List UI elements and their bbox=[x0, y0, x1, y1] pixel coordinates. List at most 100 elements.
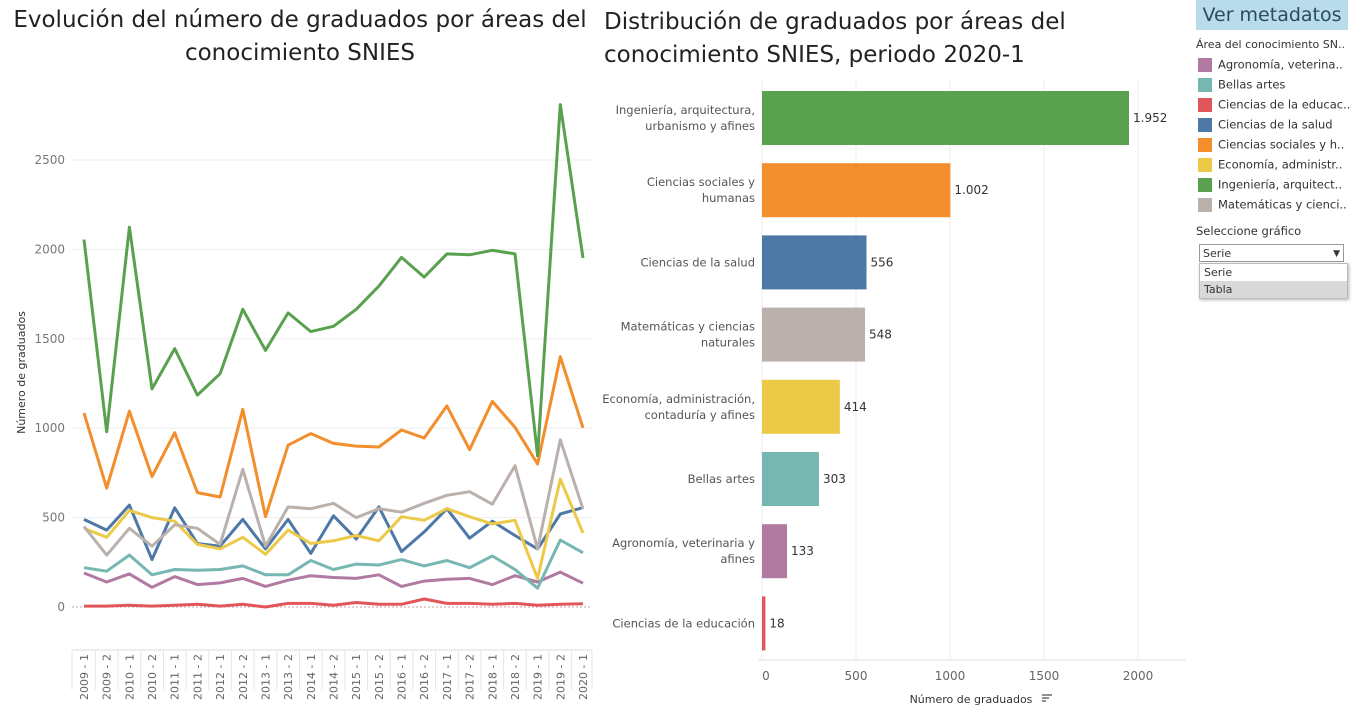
legend-swatch bbox=[1198, 117, 1212, 132]
x-tick-label: 1500 bbox=[1029, 669, 1060, 683]
x-tick-label: 2018 - 1 bbox=[486, 654, 499, 700]
category-label: Matemáticas y ciencias bbox=[621, 320, 755, 334]
x-tick-label: 2017 - 1 bbox=[441, 654, 454, 700]
category-label: urbanismo y afines bbox=[645, 119, 755, 133]
category-label: Ciencias de la salud bbox=[640, 255, 755, 269]
legend-label: Agronomía, veterina.. bbox=[1218, 57, 1343, 72]
x-tick-label: 2000 bbox=[1123, 669, 1154, 683]
legend-swatch bbox=[1198, 97, 1212, 112]
x-tick-label: 2019 - 2 bbox=[554, 654, 567, 700]
series-line bbox=[83, 477, 585, 580]
legend-label: Ciencias de la salud bbox=[1218, 117, 1333, 132]
x-tick-label: 2011 - 1 bbox=[169, 654, 182, 700]
chart-selector-option[interactable]: Tabla bbox=[1200, 281, 1347, 298]
y-axis-title: Número de graduados bbox=[15, 311, 28, 434]
y-tick-label: 1000 bbox=[34, 421, 65, 435]
legend-swatch bbox=[1198, 77, 1212, 92]
bar-value-label: 18 bbox=[769, 616, 784, 630]
legend-swatch bbox=[1198, 177, 1212, 192]
chart-selector[interactable]: Serie ▼ bbox=[1199, 244, 1344, 262]
series-line bbox=[83, 503, 584, 562]
x-tick-label: 2009 - 2 bbox=[101, 654, 114, 700]
x-tick-label: 2019 - 1 bbox=[532, 654, 545, 700]
bar bbox=[762, 452, 819, 506]
legend-item[interactable]: Ingeniería, arquitect.. bbox=[1198, 177, 1342, 195]
legend-item[interactable]: Ciencias de la salud bbox=[1198, 117, 1333, 135]
bar bbox=[762, 379, 840, 434]
line-chart[interactable]: 0 500 1000 1500 2000 2500 Número de graduados 2… bbox=[0, 0, 600, 712]
x-tick-label: 2012 - 2 bbox=[237, 654, 250, 700]
bar bbox=[762, 91, 1129, 145]
chart-selector-value: Serie bbox=[1203, 247, 1232, 260]
legend-item[interactable]: Ciencias de la educac.. bbox=[1198, 97, 1350, 115]
legend-swatch bbox=[1198, 197, 1212, 212]
bar bbox=[762, 524, 788, 579]
legend-label: Matemáticas y cienci.. bbox=[1218, 197, 1347, 212]
legend-item[interactable]: Economía, administr.. bbox=[1198, 157, 1342, 175]
bar-value-label: 414 bbox=[844, 400, 867, 414]
series-line bbox=[84, 597, 584, 609]
series-line bbox=[83, 538, 584, 590]
legend-item[interactable]: Ciencias sociales y h.. bbox=[1198, 137, 1344, 155]
category-label: contaduría y afines bbox=[644, 408, 755, 422]
x-tick-label: 2013 - 1 bbox=[259, 654, 272, 700]
y-tick-label: 500 bbox=[42, 511, 65, 525]
legend-label: Ingeniería, arquitect.. bbox=[1218, 177, 1342, 192]
category-label: Agronomía, veterinaria y bbox=[612, 536, 755, 550]
bar bbox=[762, 163, 951, 218]
series-line bbox=[82, 438, 585, 557]
x-tick-label: 2015 - 1 bbox=[350, 654, 363, 700]
category-label: afines bbox=[720, 552, 755, 566]
category-label: Ciencias sociales y bbox=[647, 175, 755, 189]
legend-title: Área del conocimiento SN.. bbox=[1196, 38, 1345, 51]
x-tick-label: 500 bbox=[845, 669, 868, 683]
bar-value-label: 548 bbox=[869, 328, 892, 342]
bar bbox=[762, 307, 866, 362]
legend-item[interactable]: Agronomía, veterina.. bbox=[1198, 57, 1343, 75]
bar-value-label: 303 bbox=[823, 472, 846, 486]
legend-label: Bellas artes bbox=[1218, 77, 1286, 92]
series-line bbox=[82, 355, 585, 519]
chart-selector-options: Serie Tabla bbox=[1199, 263, 1348, 299]
category-label: naturales bbox=[701, 336, 755, 350]
bar bbox=[762, 235, 867, 290]
x-tick-label: 2009 - 1 bbox=[78, 654, 91, 700]
x-tick-label: 2017 - 2 bbox=[464, 654, 477, 700]
sort-icon bbox=[1042, 694, 1052, 702]
bar-value-label: 556 bbox=[871, 255, 894, 269]
category-label: Ingeniería, arquitectura, bbox=[616, 103, 755, 117]
y-tick-label: 1500 bbox=[34, 332, 65, 346]
x-tick-label: 2015 - 2 bbox=[373, 654, 386, 700]
y-tick-label: 0 bbox=[57, 600, 65, 614]
legend-label: Ciencias de la educac.. bbox=[1218, 97, 1351, 112]
legend-item[interactable]: Matemáticas y cienci.. bbox=[1198, 197, 1347, 215]
legend-item[interactable]: Bellas artes bbox=[1198, 77, 1285, 95]
x-tick-label: 2018 - 2 bbox=[509, 654, 522, 700]
x-tick-label: 2020 - 1 bbox=[577, 654, 590, 700]
legend-swatch bbox=[1198, 57, 1212, 72]
category-label: Ciencias de la educación bbox=[612, 616, 755, 630]
legend-label: Economía, administr.. bbox=[1218, 157, 1343, 172]
category-label: Economía, administración, bbox=[602, 392, 755, 406]
category-label: humanas bbox=[702, 191, 755, 205]
x-tick-label: 2014 - 2 bbox=[328, 654, 341, 700]
category-label: Bellas artes bbox=[688, 472, 755, 486]
metadata-button[interactable]: Ver metadatos bbox=[1196, 0, 1348, 30]
x-tick-label: 2011 - 2 bbox=[191, 654, 204, 700]
legend-label: Ciencias sociales y h.. bbox=[1218, 137, 1345, 152]
x-tick-label: 1000 bbox=[935, 669, 966, 683]
x-axis-title: Número de graduados bbox=[910, 693, 1033, 706]
x-tick-label: 2012 - 1 bbox=[214, 654, 227, 700]
series-line bbox=[83, 570, 584, 589]
line-chart-title: Evolución del número de graduados por ár… bbox=[13, 7, 587, 66]
chart-selector-option[interactable]: Serie bbox=[1204, 266, 1233, 279]
bar-chart[interactable]: 0 500 1000 1500 2000 Número de graduados 1.952… bbox=[596, 0, 1196, 712]
x-tick-label: 2014 - 1 bbox=[305, 654, 318, 700]
x-tick-label: 2010 - 1 bbox=[123, 654, 136, 700]
chevron-down-icon[interactable]: ▼ bbox=[1333, 249, 1340, 259]
y-tick-label: 2000 bbox=[34, 242, 65, 256]
x-tick-label: 2016 - 1 bbox=[396, 654, 409, 700]
chart-selector-title: Seleccione gráfico bbox=[1196, 224, 1302, 238]
bar-value-label: 1.952 bbox=[1133, 111, 1167, 125]
legend-swatch bbox=[1198, 137, 1212, 152]
